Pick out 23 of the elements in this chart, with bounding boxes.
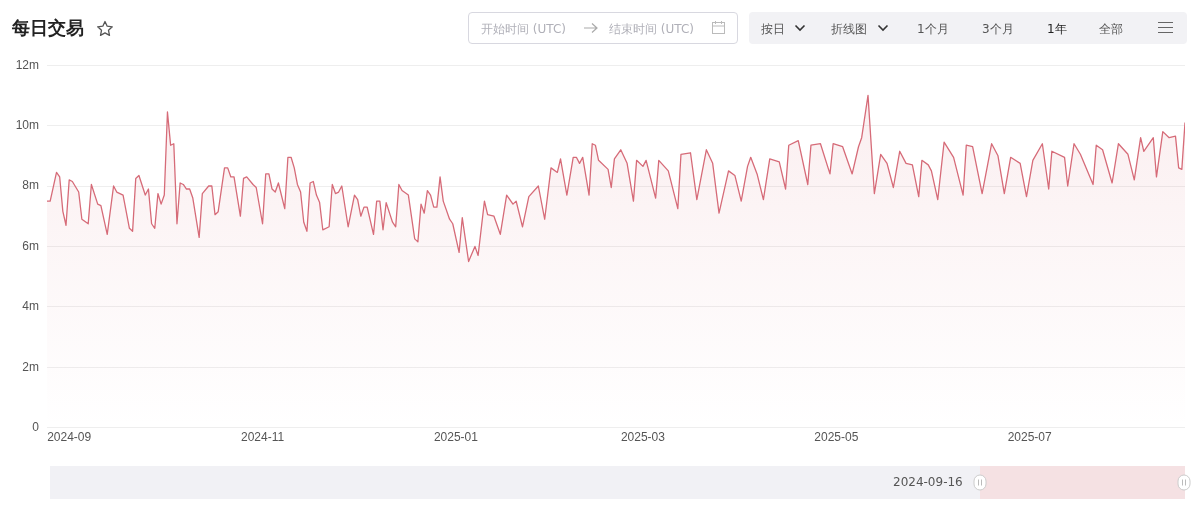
text: 按日 bbox=[761, 21, 785, 38]
text: 3个月 bbox=[982, 21, 1014, 38]
y-tick-label: 6m bbox=[22, 238, 39, 253]
text: 开始时间 (UTC) bbox=[481, 21, 566, 38]
y-tick-label: 2m bbox=[22, 359, 39, 374]
x-tick-label: 2025-05 bbox=[814, 430, 859, 445]
text: 折线图 bbox=[831, 21, 867, 38]
text: 1年 bbox=[1047, 21, 1067, 38]
y-tick-label: 8m bbox=[22, 178, 39, 193]
y-tick-label: 4m bbox=[22, 299, 39, 314]
x-tick-label: 2025-01 bbox=[433, 430, 479, 445]
text: 全部 bbox=[1099, 21, 1123, 38]
x-tick-label: 2025-03 bbox=[620, 430, 666, 445]
y-tick-label: 12m bbox=[15, 57, 39, 72]
text: 1个月 bbox=[917, 21, 949, 38]
x-tick-label: 2024-11 bbox=[240, 430, 285, 445]
y-tick-label: 10m bbox=[15, 117, 39, 132]
text: 2024-09-16 bbox=[893, 475, 963, 489]
chart-title: 每日交易 bbox=[12, 16, 84, 40]
y-tick-label: 0 bbox=[32, 419, 40, 434]
x-tick-label: 2025-07 bbox=[1007, 430, 1053, 445]
x-tick-label: 2024-09 bbox=[47, 430, 92, 445]
text: 结束时间 (UTC) bbox=[609, 21, 694, 38]
